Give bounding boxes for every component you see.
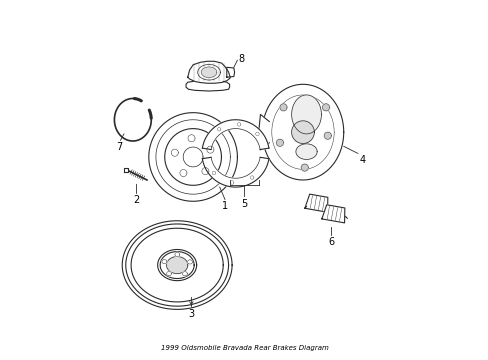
Polygon shape [206,146,214,153]
Polygon shape [131,228,223,302]
Polygon shape [164,129,221,185]
Polygon shape [182,272,187,276]
Text: 2: 2 [133,195,139,205]
Text: 8: 8 [238,54,244,64]
Polygon shape [148,113,237,201]
Text: 7: 7 [116,142,122,152]
Polygon shape [187,135,195,142]
Polygon shape [202,120,268,149]
Polygon shape [304,194,327,212]
Polygon shape [258,114,269,150]
Polygon shape [201,67,216,77]
Polygon shape [202,168,208,175]
Text: 3: 3 [188,309,194,319]
Polygon shape [226,67,234,77]
Polygon shape [321,205,344,223]
Polygon shape [180,170,186,177]
Polygon shape [123,168,128,172]
Polygon shape [175,252,180,257]
Polygon shape [160,252,194,279]
Polygon shape [324,132,331,139]
Polygon shape [166,271,171,276]
Text: 4: 4 [359,155,365,165]
Polygon shape [187,260,192,264]
Polygon shape [322,104,329,111]
Polygon shape [295,144,317,159]
Polygon shape [122,221,232,309]
Text: 6: 6 [327,237,334,247]
Polygon shape [291,95,321,134]
Polygon shape [291,121,314,144]
Polygon shape [276,139,283,146]
Polygon shape [262,84,343,180]
Polygon shape [166,257,187,274]
Polygon shape [185,81,229,91]
Polygon shape [279,104,286,111]
Polygon shape [125,224,228,306]
Polygon shape [183,147,203,167]
Polygon shape [301,164,307,171]
Polygon shape [202,157,268,187]
Text: 1999 Oldsmobile Bravada Rear Brakes Diagram: 1999 Oldsmobile Bravada Rear Brakes Diag… [160,345,328,351]
Text: 5: 5 [241,199,247,210]
Polygon shape [187,61,230,83]
Polygon shape [171,149,178,156]
Polygon shape [162,260,166,264]
Polygon shape [157,249,196,281]
Polygon shape [197,64,220,80]
Text: 1: 1 [222,201,227,211]
